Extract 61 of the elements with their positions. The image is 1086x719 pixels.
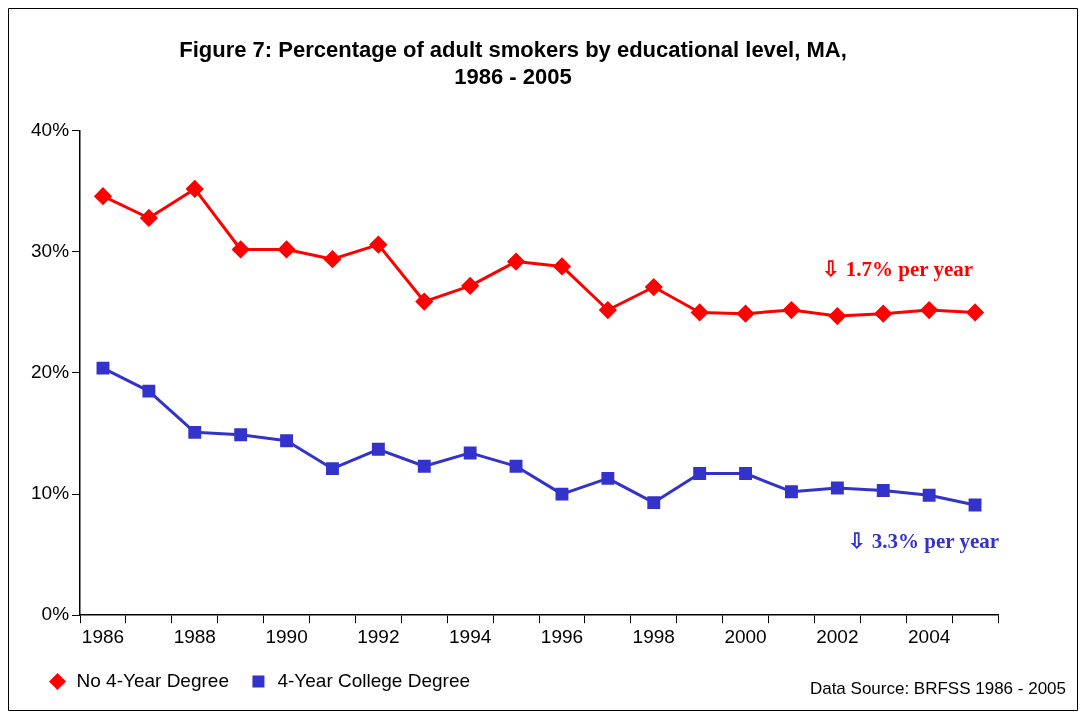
point [876,484,890,497]
point [601,471,615,485]
point [599,301,617,319]
point [278,240,296,258]
point [323,250,341,268]
point [509,459,523,473]
y-tick-label: 20% [31,361,70,383]
point [874,305,892,323]
point [966,303,984,321]
point [234,428,248,442]
source-note: Data Source: BRFSS 1986 - 2005 [809,678,1066,698]
point [369,236,387,254]
x-tick-label: 1996 [540,625,584,647]
point [828,307,846,325]
x-tick-label: 2004 [908,625,951,647]
point [645,278,663,296]
annotation: ⇩ 3.3% per year [848,529,1000,554]
point [507,253,525,271]
point [463,446,477,460]
point [94,187,112,205]
x-tick-label: 2000 [724,625,767,647]
x-tick-label: 1986 [81,625,125,647]
point [830,481,844,495]
point [140,209,158,227]
point [922,488,936,502]
point [417,459,431,473]
x-tick-label: 1994 [449,625,492,647]
point [553,257,571,275]
point [782,301,800,319]
point [647,496,661,510]
x-tick-label: 1992 [357,625,400,647]
y-tick-label: 40% [31,119,70,141]
point [142,384,156,398]
point [739,467,753,480]
point [461,277,479,295]
x-tick-label: 1990 [265,625,308,647]
point [693,467,707,480]
x-tick-label: 1988 [173,625,216,647]
point [785,485,798,499]
point [188,425,202,439]
point [415,293,433,311]
point [96,361,110,375]
point [691,303,709,321]
x-tick-label: 2002 [816,625,859,647]
chart-title: Figure 7: Percentage of adult smokers by educational level, MA, 1986 - 2005 [179,37,847,89]
y-tick-label: 30% [31,240,70,262]
annotation: ⇩ 1.7% per year [822,256,974,281]
y-tick-label: 0% [41,603,70,625]
point [968,498,982,512]
point [186,180,204,198]
legend-label: No 4-Year Degree [76,669,229,691]
point [280,434,294,448]
y-tick-label: 10% [31,482,70,504]
point [737,305,755,323]
point [371,442,385,456]
point [232,240,250,258]
point [555,487,569,501]
x-tick-label: 1998 [632,625,675,647]
legend-label: 4-Year College Degree [277,669,471,691]
point [920,301,938,319]
point [326,462,339,476]
